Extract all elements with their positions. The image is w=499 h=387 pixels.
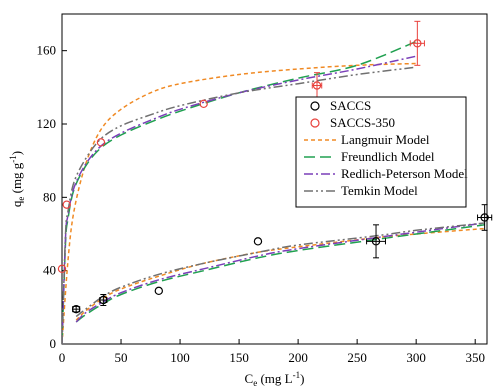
freundlich-model-curve-2 [75,224,485,323]
x-tick-label: 150 [229,350,249,365]
legend-marker [310,118,320,128]
legend-label: SACCS-350 [330,115,395,130]
legend-item-langmuir-model: Langmuir Model [304,132,430,147]
model-curves [62,40,485,344]
saccs-350-marker [62,200,71,209]
saccs-350-marker [57,264,67,274]
y-tick-label: 0 [50,336,57,351]
x-tick-label: 200 [288,350,308,365]
saccs-marker [253,237,263,246]
y-tick-label: 120 [37,116,57,131]
legend: SACCS SACCS-350 Langmuir Model Freundlich M… [295,96,468,208]
legend-label: SACCS [330,98,371,113]
saccs-point [99,294,108,306]
legend-item-saccs: SACCS [310,98,371,113]
redlich-peterson-model-curve-2 [75,222,485,323]
x-tick-label: 250 [347,350,367,365]
x-axis-title: Ce (mg L-1) [245,370,305,387]
legend-item-saccs-350: SACCS-350 [310,115,395,130]
y-tick-label: 40 [43,263,56,278]
saccs-350-point [96,138,106,147]
saccs-350-marker [96,138,106,147]
data-points [57,20,493,314]
saccs-350-point [62,200,71,209]
saccs-350-marker [413,39,422,48]
redlich-peterson-model-curve-1 [62,55,417,344]
saccs-marker [71,304,81,314]
saccs-350-marker [199,99,208,109]
legend-marker [310,101,320,111]
axes: 0 50 100 150 200 250 300 350 0 40 80 120 160 Ce (mg L… [8,13,488,387]
legend-label: Redlich-Peterson Model [341,166,468,181]
temkin-model-curve-2 [75,222,485,318]
saccs-marker [371,237,381,246]
saccs-marker [154,286,164,296]
x-tick-label: 350 [465,350,485,365]
legend-item-redlich-peterson-model: Redlich-Peterson Model [304,166,468,181]
saccs-350-point [199,99,208,109]
saccs-350-point [409,20,425,66]
saccs-350-marker [312,81,322,90]
saccs-point [477,204,493,231]
y-axis-title: qe (mg g-1) [8,151,26,207]
saccs-350-point [57,264,67,274]
temkin-model-curve-1 [62,66,417,344]
saccs-point [253,237,263,246]
legend-label: Freundlich Model [341,149,435,164]
x-tick-label: 0 [59,350,66,365]
legend-label: Temkin Model [341,183,418,198]
langmuir-model-curve-1 [62,62,417,344]
legend-box [295,96,467,208]
plot-frame [61,13,488,345]
legend-item-temkin-model: Temkin Model [304,183,418,198]
x-tick-label: 100 [170,350,190,365]
x-tick-label: 300 [406,350,426,365]
y-tick-label: 80 [43,189,56,204]
saccs-marker [99,295,108,305]
x-tick-label: 50 [115,350,128,365]
saccs-point [154,286,164,296]
y-tick-label: 160 [37,43,57,58]
legend-label: Langmuir Model [341,132,430,147]
langmuir-model-curve-2 [75,227,485,321]
saccs-marker [480,213,489,222]
saccs-point [71,304,81,314]
freundlich-model-curve-1 [62,40,417,344]
legend-item-freundlich-model: Freundlich Model [304,149,435,164]
saccs-point [366,224,386,259]
